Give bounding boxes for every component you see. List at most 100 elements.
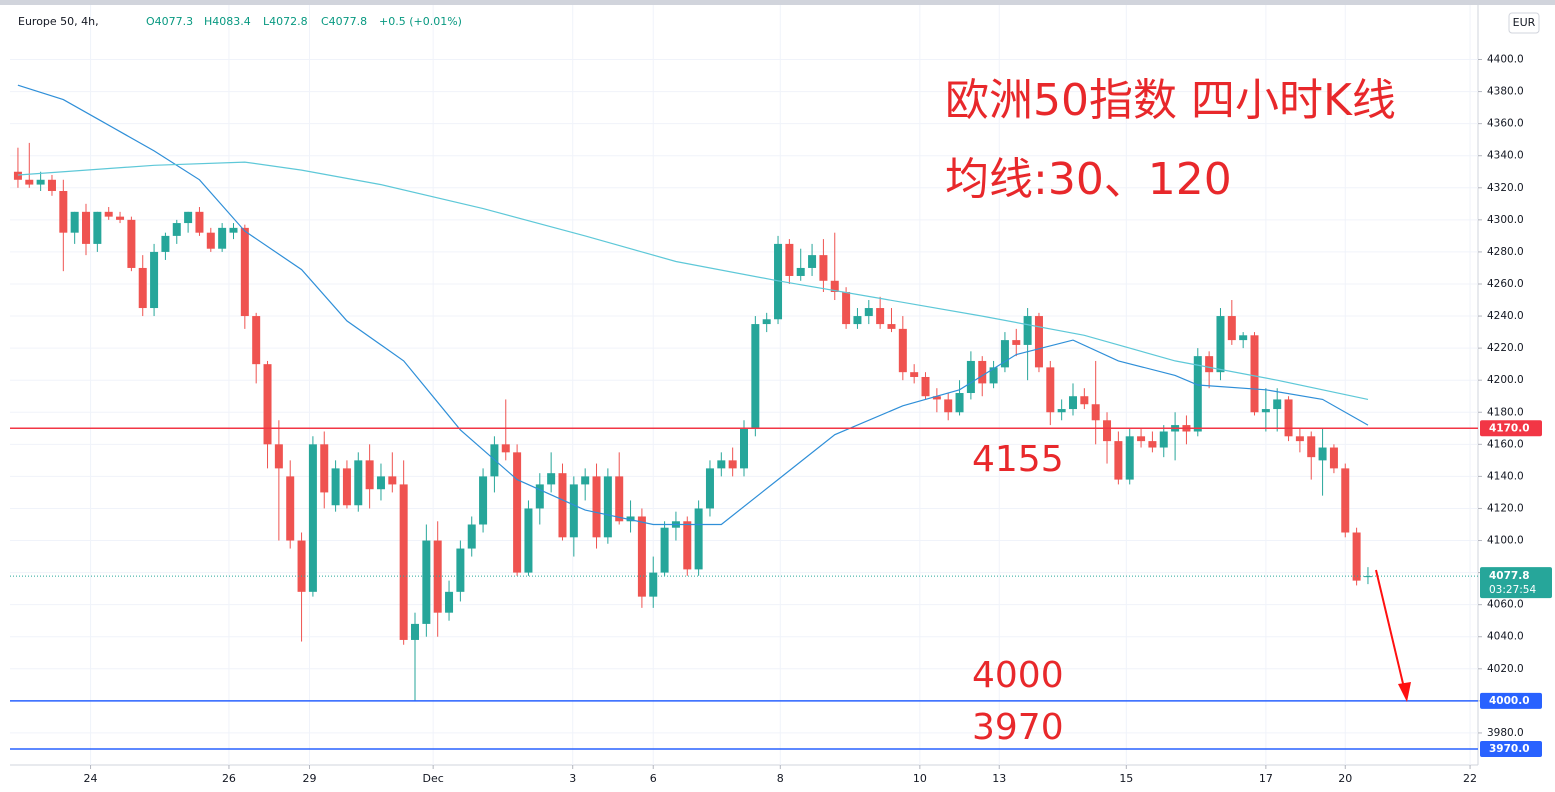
x-tick-label: 13 [992,772,1006,785]
y-tick-label: 4120.0 [1487,502,1524,514]
candle-body [376,476,385,490]
y-tick-label: 4180.0 [1487,406,1524,418]
candle-body [762,319,771,325]
candle-body [637,516,646,597]
candle-body [1205,356,1214,373]
candle-body [774,243,783,320]
candle-body [1239,335,1248,341]
ohlc-value: H4083.4 [204,15,251,28]
y-tick-label: 4360.0 [1487,118,1524,130]
candle-body [1000,340,1009,368]
currency-button[interactable] [1508,12,1540,34]
candle-body [694,508,703,570]
candle-body [1363,576,1372,578]
candle-body [717,460,726,469]
candle-body [569,484,578,538]
y-tick-label: 4040.0 [1487,631,1524,643]
candle-body [138,267,147,309]
candle-body [82,211,91,244]
ohlc-value: O4077.3 [146,15,193,28]
candle-body [399,484,408,640]
candle-body [184,211,193,224]
candle-body [456,548,465,592]
candle-body [479,476,488,525]
candle-body [1159,431,1168,448]
candle-body [830,280,839,293]
candle-body [104,211,113,217]
candle-body [921,376,930,397]
top-border [0,0,1555,5]
annotation: 4000 [972,655,1064,696]
candle-body [989,367,998,384]
y-tick-label: 4260.0 [1487,278,1524,290]
annotation: 3970 [972,707,1064,748]
y-tick-label: 4140.0 [1487,470,1524,482]
candle-body [1023,316,1032,345]
price-label: 4000.0 [1489,695,1530,707]
candle-body [467,524,476,549]
candle-body [683,521,692,570]
candle-body [1284,399,1293,437]
candle-body [331,468,340,506]
arrow-head [1398,682,1411,702]
candle-body [206,232,215,249]
candle-body [445,591,454,613]
y-tick-label: 4400.0 [1487,54,1524,66]
candle-body [297,540,306,592]
candle-body [966,360,975,394]
x-tick-label: 8 [777,772,784,785]
moving-average [17,84,1369,526]
candle-body [1080,396,1089,405]
candle-body [898,328,907,373]
candle-body [649,572,658,597]
x-tick-label: 22 [1463,772,1477,785]
candle-body [388,476,397,485]
candle-body [842,292,851,325]
candle-body [274,444,283,469]
x-tick-label: 29 [302,772,316,785]
candle-body [887,324,896,329]
candle-body [1352,532,1361,581]
candle-body [944,399,953,413]
candle-body [796,267,805,276]
y-tick-label: 4020.0 [1487,663,1524,675]
candle-body [1261,409,1270,413]
candle-body [1012,340,1021,345]
candle-body [535,484,544,509]
candle-body [615,476,624,522]
candle-body [1068,396,1077,410]
candle-body [864,308,873,317]
candle-body [433,540,442,613]
candle-body [513,452,522,573]
candle-body [240,227,249,317]
candle-body [422,540,431,624]
currency-label[interactable]: EUR [1513,16,1536,29]
candle-body [93,211,102,244]
ohlc-value: L4072.8 [263,15,308,28]
candle-body [1057,409,1066,413]
candle-body [558,473,567,538]
candle-body [705,468,714,509]
candle-body [1193,356,1202,432]
x-tick-label: 24 [84,772,98,785]
y-tick-label: 4200.0 [1487,374,1524,386]
x-tick-label: 17 [1259,772,1273,785]
candle-body [785,243,794,276]
candle-body [1046,367,1055,413]
candle-body [819,255,828,281]
annotation: 均线:30、120 [945,154,1232,205]
candle-body [1103,420,1112,442]
candle-body [978,360,987,384]
candle-body [1341,468,1350,533]
candle-body [581,476,590,485]
y-tick-label: 4300.0 [1487,214,1524,226]
candle-body [252,316,261,365]
candle-body [626,516,635,522]
price-label: 3970.0 [1489,743,1530,755]
ohlc-value: C4077.8 [321,15,367,28]
candle-body [1227,316,1236,341]
candle-body [13,171,22,180]
ohlc-value: +0.5 (+0.01%) [379,15,462,28]
